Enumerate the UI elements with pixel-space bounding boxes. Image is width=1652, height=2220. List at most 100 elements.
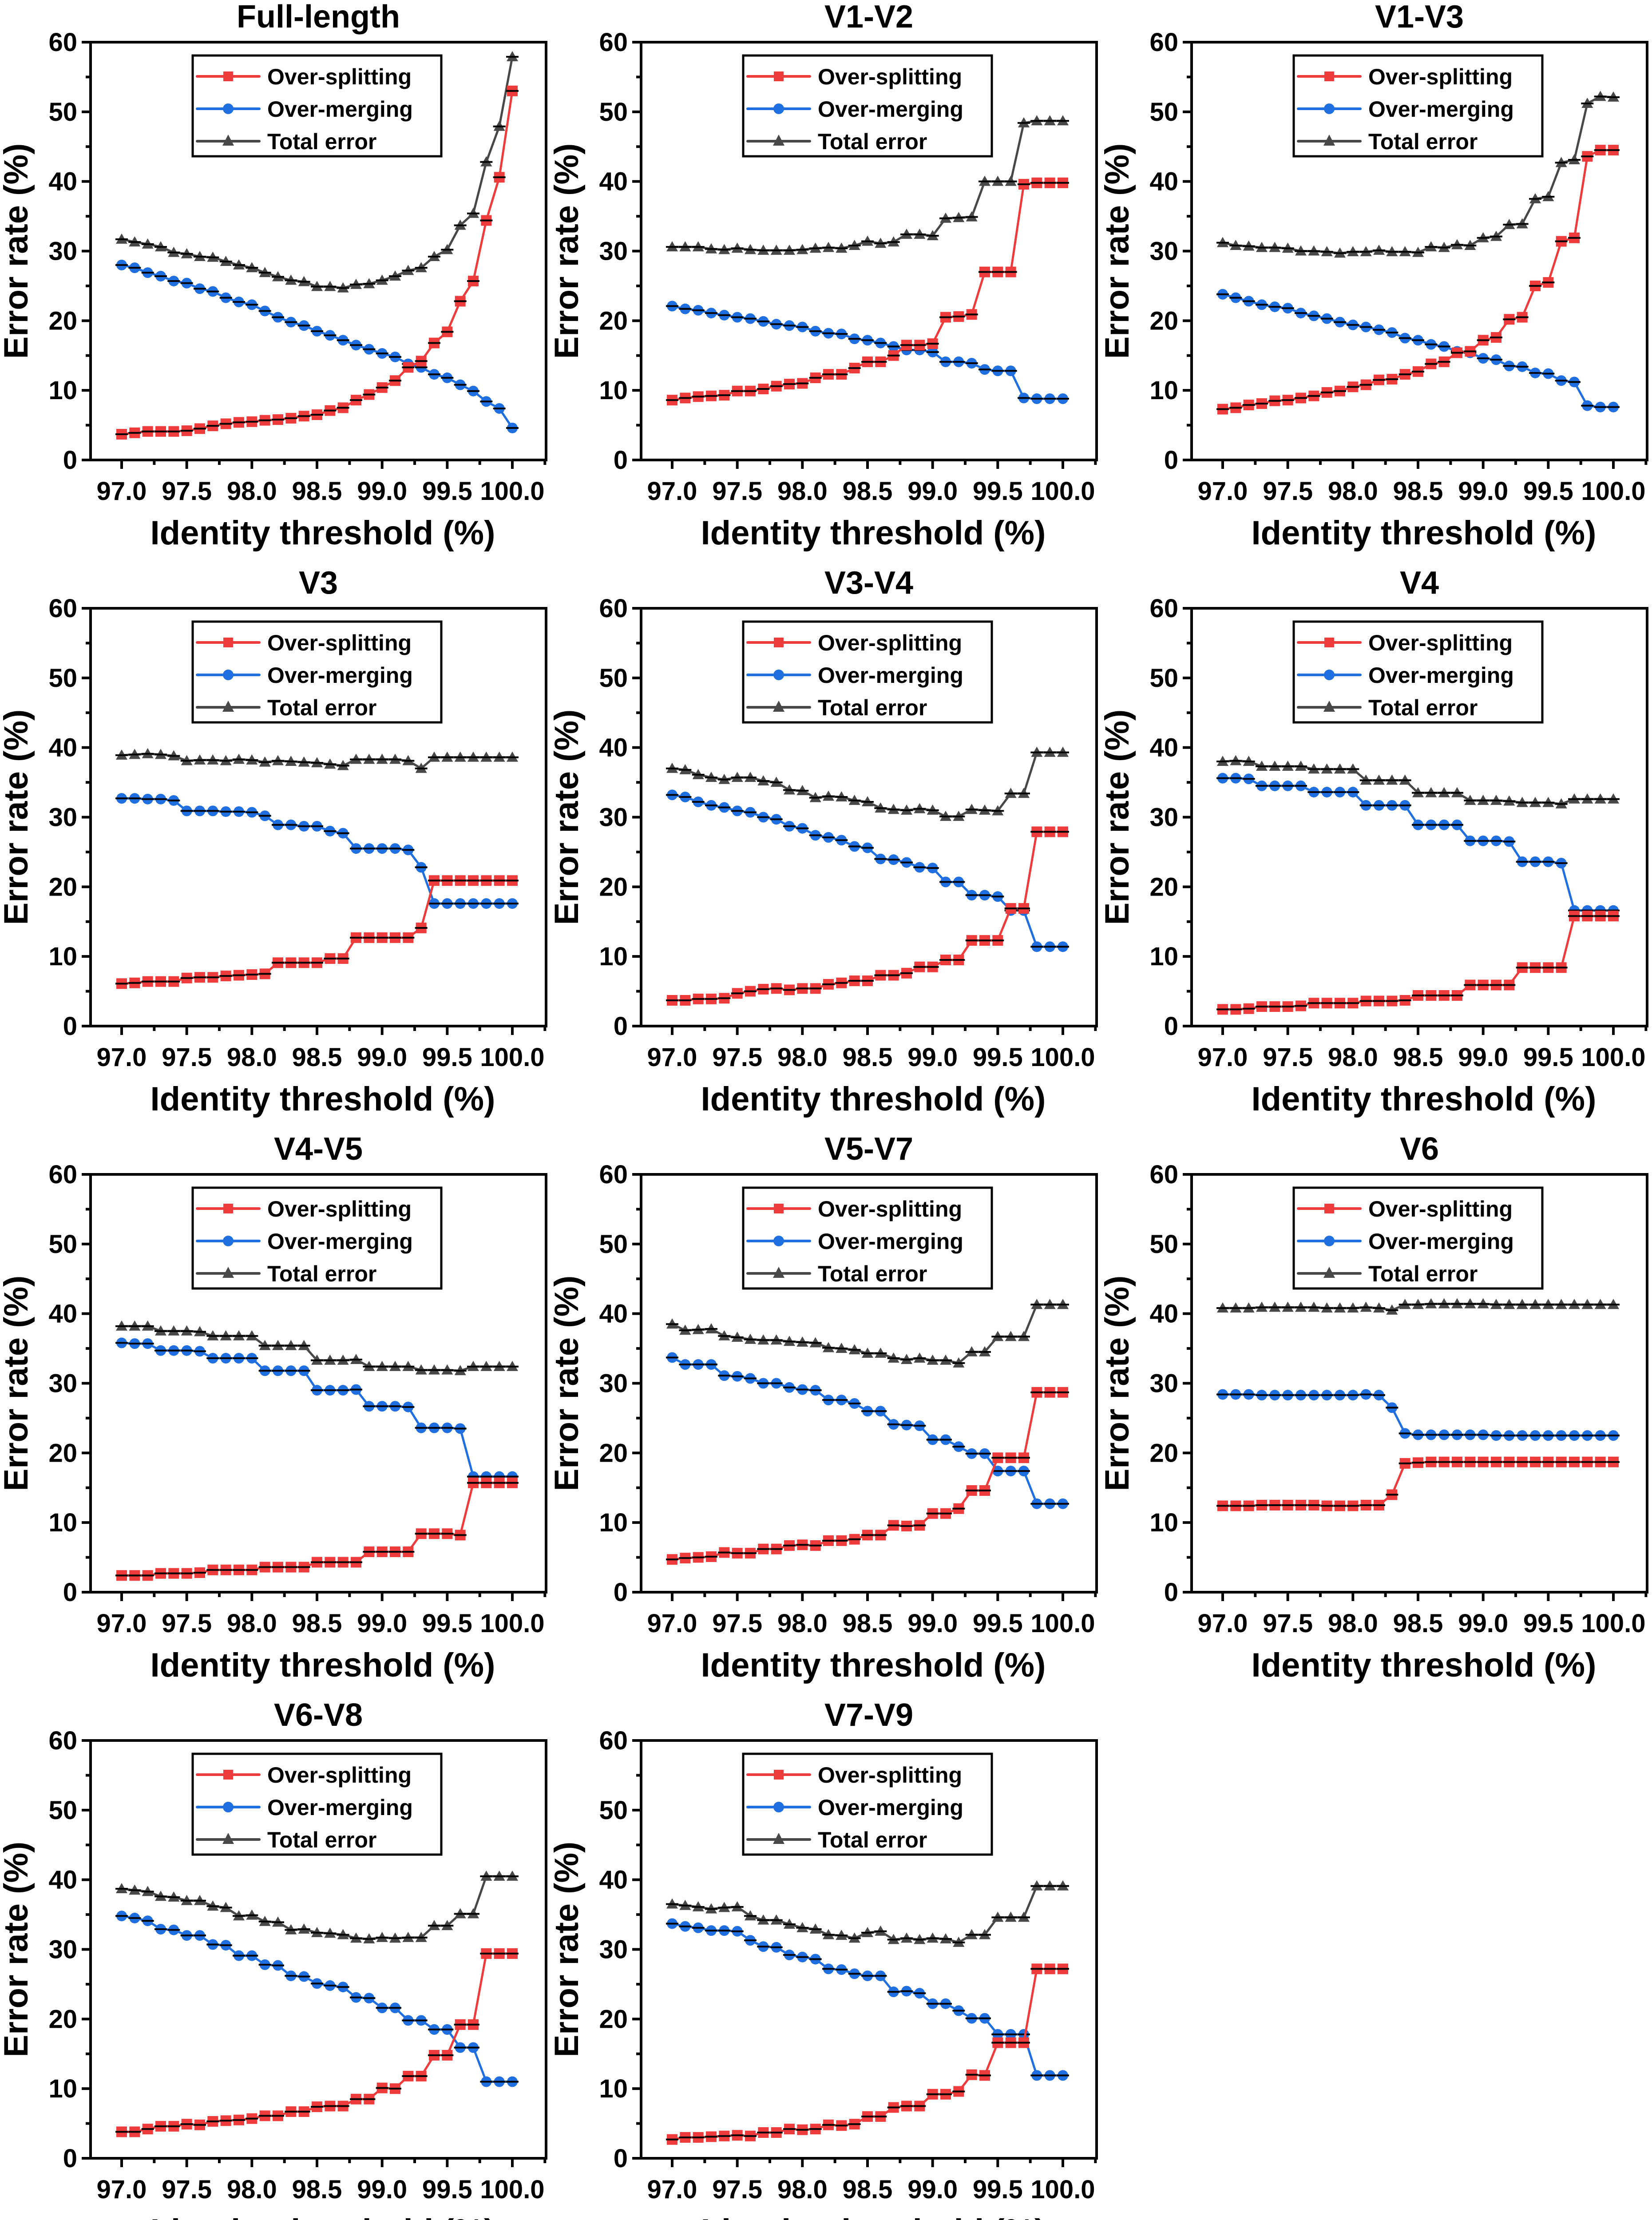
data-point xyxy=(1412,990,1424,1001)
data-point xyxy=(1398,1458,1411,1469)
y-tick-label: 60 xyxy=(48,594,77,623)
data-point xyxy=(874,238,887,248)
data-point xyxy=(887,1352,900,1363)
data-point xyxy=(297,1923,310,1934)
data-point xyxy=(233,1353,245,1364)
data-point xyxy=(1334,1500,1346,1511)
legend-label: Over-merging xyxy=(267,1795,413,1820)
data-point xyxy=(1542,1430,1555,1441)
data-point xyxy=(1216,289,1229,300)
data-point xyxy=(180,1895,193,1905)
data-point xyxy=(1268,1301,1281,1312)
data-point xyxy=(1359,995,1372,1007)
data-point xyxy=(1373,1499,1385,1510)
data-point xyxy=(115,233,128,244)
data-point xyxy=(1004,903,1017,914)
data-point xyxy=(1004,1911,1017,1922)
data-point xyxy=(115,1570,128,1581)
y-tick-label: 20 xyxy=(599,872,628,901)
data-point xyxy=(861,796,874,806)
series-line-over-merging xyxy=(672,305,1063,400)
data-point xyxy=(692,993,705,1004)
y-tick-label: 40 xyxy=(599,1300,628,1328)
data-point xyxy=(350,932,362,943)
x-tick-label: 97.0 xyxy=(97,1609,147,1638)
x-tick-label: 97.5 xyxy=(1263,1043,1313,1072)
data-point xyxy=(965,211,978,222)
legend-label: Total error xyxy=(1368,695,1478,720)
data-point xyxy=(731,1548,744,1559)
data-point xyxy=(167,1325,180,1336)
chart-panel: Full-length 0 10 20 30 40 50 60 97.0 97.5 98.0 98.5… xyxy=(0,0,551,566)
data-point xyxy=(822,2119,835,2130)
y-axis-label: Error rate (%) xyxy=(0,1842,35,2057)
data-point xyxy=(952,955,965,966)
y-tick-label: 0 xyxy=(63,1578,77,1607)
data-point xyxy=(311,281,323,291)
series-line-over-merging xyxy=(1223,1393,1613,1437)
data-point xyxy=(155,1924,167,1935)
chart-svg: V5-V7 0 10 20 30 40 50 60 97.0 97.5 98.0 98.5 99.0 99… xyxy=(551,1132,1098,1684)
y-tick-label: 50 xyxy=(48,1796,77,1825)
x-tick-label: 99.5 xyxy=(1523,477,1573,506)
chart-svg: V1-V2 0 10 20 30 40 50 60 97.0 97.5 98.0 98.5 99.0 99… xyxy=(551,0,1098,552)
data-point xyxy=(796,1336,809,1347)
data-point xyxy=(402,932,415,943)
legend-item: Over-splitting xyxy=(746,1197,962,1221)
data-point xyxy=(1307,763,1320,774)
data-point xyxy=(415,862,428,873)
legend-label: Over-merging xyxy=(818,97,963,122)
y-tick-label: 10 xyxy=(48,1508,77,1537)
data-point xyxy=(731,1371,744,1382)
data-point xyxy=(1607,911,1620,922)
legend-triangle-icon xyxy=(773,135,784,146)
data-point xyxy=(233,2114,245,2125)
data-point xyxy=(1242,1389,1255,1400)
y-tick-label: 0 xyxy=(63,2144,77,2173)
data-point xyxy=(389,1932,401,1943)
y-tick-label: 60 xyxy=(1149,594,1178,623)
data-point xyxy=(1229,239,1242,250)
data-point xyxy=(666,395,678,406)
y-axis-label: Error rate (%) xyxy=(551,710,586,925)
data-point xyxy=(1398,246,1411,257)
data-point xyxy=(835,369,848,380)
data-point xyxy=(1581,98,1594,108)
data-point xyxy=(115,1911,128,1922)
data-point xyxy=(1373,1302,1385,1313)
data-point xyxy=(900,228,913,239)
data-point xyxy=(493,875,506,886)
data-point xyxy=(1529,280,1541,291)
data-point xyxy=(180,1930,193,1941)
data-point xyxy=(311,409,323,420)
x-tick-label: 97.5 xyxy=(162,2175,212,2204)
data-point xyxy=(441,372,454,383)
data-point xyxy=(272,1562,284,1573)
legend-square-icon xyxy=(774,638,784,647)
data-point xyxy=(1607,1299,1620,1309)
data-point xyxy=(297,1562,310,1573)
data-point xyxy=(770,1334,783,1345)
data-point xyxy=(1398,1299,1411,1309)
legend-item: Total error xyxy=(1297,695,1478,720)
data-point xyxy=(467,751,479,762)
data-point xyxy=(297,957,310,968)
data-point xyxy=(1281,395,1294,406)
data-point xyxy=(506,898,519,909)
data-point xyxy=(428,369,440,380)
series-line-over-merging xyxy=(121,1915,512,2083)
data-point xyxy=(428,251,440,262)
data-point xyxy=(194,1567,206,1578)
data-point xyxy=(1373,374,1385,385)
data-point xyxy=(1256,242,1268,252)
chart-svg: V3-V4 0 10 20 30 40 50 60 97.0 97.5 98.0 98.5 99.0 99… xyxy=(551,566,1098,1118)
y-tick-label: 40 xyxy=(599,733,628,762)
legend-box xyxy=(191,54,443,158)
data-point xyxy=(1529,856,1541,867)
data-point xyxy=(757,244,770,255)
data-point xyxy=(887,1520,900,1531)
data-point xyxy=(1043,115,1056,126)
data-point xyxy=(770,1942,783,1953)
data-point xyxy=(926,1932,939,1943)
data-point xyxy=(861,335,874,346)
